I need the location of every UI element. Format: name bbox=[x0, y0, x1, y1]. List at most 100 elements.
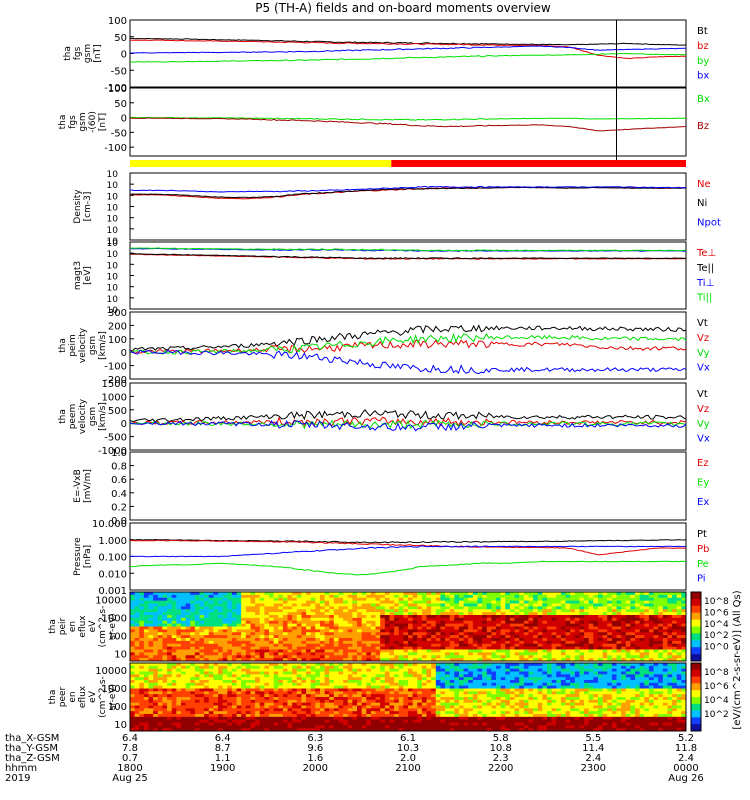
spectrogram-cell bbox=[380, 652, 386, 656]
spectrogram-cell bbox=[167, 632, 173, 636]
spectrogram-cell bbox=[426, 682, 432, 687]
spectrogram-cell bbox=[593, 632, 599, 636]
spectrogram-cell bbox=[347, 620, 353, 625]
spectrogram-cell bbox=[338, 682, 344, 687]
spectrogram-cell bbox=[236, 674, 242, 678]
spectrogram-cell bbox=[204, 603, 210, 607]
spectrogram-cell bbox=[588, 600, 594, 604]
spectrogram-cell bbox=[333, 600, 339, 604]
spectrogram-cell bbox=[389, 626, 395, 630]
spectrogram-cell bbox=[477, 665, 483, 670]
spectrogram-cell bbox=[250, 674, 256, 678]
spectrogram-cell bbox=[231, 649, 238, 653]
spectrogram-cell bbox=[157, 674, 163, 678]
spectrogram-cell bbox=[352, 728, 358, 732]
spectrogram-cell bbox=[440, 674, 446, 678]
spectrogram-cell bbox=[607, 600, 613, 604]
spectrogram-cell bbox=[426, 711, 432, 715]
spectrogram-cell bbox=[185, 674, 191, 678]
spectrogram-cell bbox=[139, 685, 145, 689]
spectrogram-cell bbox=[227, 699, 233, 704]
spectrogram-cell bbox=[301, 594, 307, 599]
spectrogram-cell bbox=[389, 728, 395, 732]
spectrogram-cell bbox=[449, 711, 455, 715]
series-line-Te⊥ bbox=[130, 253, 687, 260]
spectrogram-cell bbox=[454, 592, 460, 596]
spectrogram-cell bbox=[306, 728, 312, 732]
spectrogram-cell bbox=[278, 617, 284, 622]
spectrogram-cell bbox=[482, 655, 488, 659]
spectrogram-cell bbox=[370, 680, 377, 684]
spectrogram-cell bbox=[310, 626, 316, 630]
spectrogram-cell bbox=[227, 728, 233, 732]
spectrogram-cell bbox=[454, 615, 460, 619]
spectrogram-cell bbox=[176, 691, 182, 695]
spectrogram-cell bbox=[250, 728, 256, 732]
spectrogram-cell bbox=[310, 632, 316, 636]
spectrogram-cell bbox=[551, 652, 557, 656]
spectrogram-cell bbox=[644, 592, 650, 596]
spectrogram-cell bbox=[384, 663, 390, 667]
spectrogram-cell bbox=[148, 699, 154, 704]
spectrogram-cell bbox=[236, 635, 242, 639]
spectrogram-cell bbox=[139, 626, 145, 630]
spectrogram-cell bbox=[292, 725, 298, 729]
spectrogram-cell bbox=[523, 603, 529, 607]
y-axis-label-line: gsm bbox=[78, 112, 88, 131]
spectrogram-cell bbox=[676, 649, 682, 653]
spectrogram-cell bbox=[287, 714, 293, 718]
spectrogram-cell bbox=[296, 702, 302, 706]
spectrogram-cell bbox=[496, 638, 502, 642]
spectrogram-cell bbox=[528, 597, 534, 602]
figure-title: P5 (TH-A) fields and on-board moments ov… bbox=[255, 1, 551, 15]
spectrogram-cell bbox=[255, 691, 261, 695]
spectrogram-cell bbox=[597, 623, 604, 627]
spectrogram-cell bbox=[602, 626, 608, 630]
spectrogram-cell bbox=[658, 592, 664, 596]
spectrogram-cell bbox=[255, 603, 261, 607]
spectrogram-cell bbox=[241, 632, 247, 636]
spectrogram-cell bbox=[153, 722, 159, 726]
spectrogram-cell bbox=[389, 643, 395, 648]
spectrogram-cell bbox=[394, 671, 400, 675]
spectrogram-cell bbox=[370, 694, 377, 698]
spectrogram-cell bbox=[672, 643, 678, 648]
spectrogram-cell bbox=[380, 629, 386, 633]
spectrogram-cell bbox=[319, 594, 326, 599]
spectrogram-cell bbox=[408, 623, 414, 627]
spectrogram-cell bbox=[496, 632, 502, 636]
spectrogram-cell bbox=[153, 597, 159, 602]
spectrogram-cell bbox=[681, 629, 687, 633]
spectrogram-cell bbox=[343, 682, 349, 687]
spectrogram-cell bbox=[255, 719, 261, 723]
spectrogram-cell bbox=[292, 609, 298, 613]
spectrogram-cell bbox=[398, 680, 404, 684]
spectrogram-cell bbox=[204, 711, 210, 715]
spectrogram-cell bbox=[153, 668, 159, 672]
spectrogram-cell bbox=[190, 658, 196, 662]
spectrogram-cell bbox=[472, 668, 478, 672]
spectrogram-cell bbox=[162, 635, 168, 639]
spectrogram-cell bbox=[667, 609, 673, 613]
spectrogram-cell bbox=[486, 658, 492, 662]
spectrogram-cell bbox=[324, 674, 330, 678]
spectrogram-cell bbox=[153, 725, 159, 729]
spectrogram-cell bbox=[676, 597, 682, 602]
spectrogram-cell bbox=[366, 649, 372, 653]
spectrogram-cell bbox=[194, 677, 200, 681]
spectrogram-cell bbox=[329, 658, 335, 662]
spectrogram-cell bbox=[435, 638, 441, 642]
spectrogram-cell bbox=[523, 609, 529, 613]
spectrogram-cell bbox=[231, 594, 238, 599]
spectrogram-cell bbox=[213, 646, 219, 650]
spectrogram-cell bbox=[528, 615, 534, 619]
spectrogram-cell bbox=[278, 694, 284, 698]
spectrogram-cell bbox=[449, 658, 455, 662]
spectrogram-cell bbox=[394, 615, 400, 619]
spectrogram-cell bbox=[394, 629, 400, 633]
spectrogram-cell bbox=[375, 688, 381, 692]
spectrogram-cell bbox=[319, 620, 326, 625]
spectrogram-cell bbox=[315, 600, 321, 604]
spectrogram-cell bbox=[472, 623, 478, 627]
spectrogram-cell bbox=[579, 592, 585, 596]
